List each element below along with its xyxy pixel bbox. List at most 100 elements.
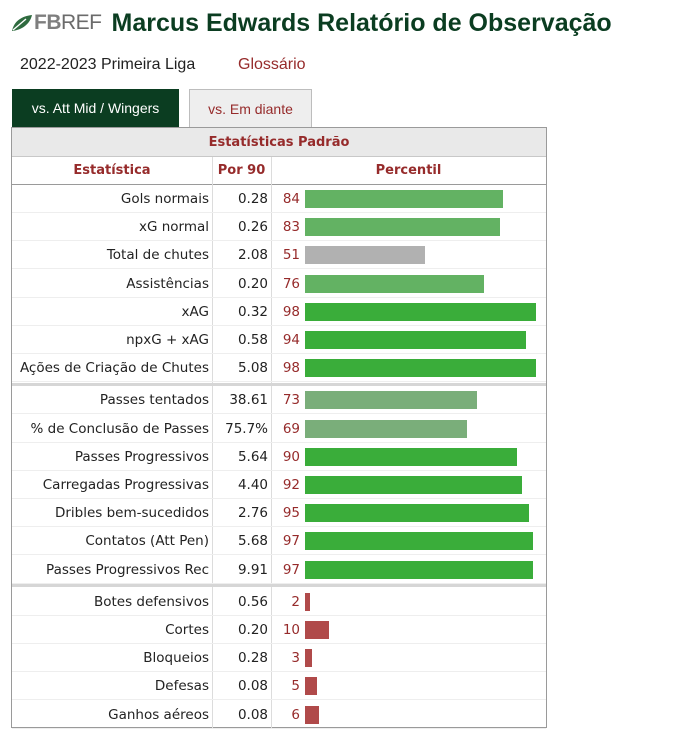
percentile-bar: [305, 532, 534, 551]
percentile-value: 73: [282, 392, 300, 409]
table-row: xG normal 0.26 83: [12, 213, 546, 242]
per90-value: 0.08: [237, 706, 268, 723]
glossary-link[interactable]: Glossário: [238, 56, 306, 73]
percentile-bar: [305, 331, 527, 349]
percentile-value: 90: [282, 448, 300, 465]
table-row: npxG + xAG 0.58 94: [12, 326, 546, 354]
table-row: Passes Progressivos 5.64 90: [12, 443, 546, 471]
percentile-value: 84: [282, 191, 300, 207]
stat-name: Carregadas Progressivas: [42, 477, 209, 493]
logo-ref: REF: [61, 11, 102, 34]
header-divider: [12, 184, 546, 185]
percentile-bar: [305, 592, 310, 611]
percentile-bar: [305, 649, 313, 668]
percentile-bar: [305, 274, 484, 293]
per90-value: 2.08: [237, 247, 268, 264]
percentile-value: 94: [282, 332, 300, 348]
stat-name: npxG + xAG: [126, 332, 209, 348]
stat-name: xG normal: [138, 219, 209, 236]
stat-name: Contatos (Att Pen): [85, 533, 209, 550]
percentile-bar: [305, 246, 426, 265]
per90-value: 0.20: [237, 275, 268, 292]
percentile-value: 6: [291, 706, 300, 723]
per90-value: 5.08: [237, 360, 268, 377]
percentile-value: 98: [282, 360, 300, 377]
table-row: Passes tentados 38.61 73: [12, 386, 546, 415]
percentile-bar: [305, 419, 468, 438]
table-row: Bloqueios 0.28 3: [12, 644, 546, 673]
stat-name: Passes tentados: [99, 392, 209, 409]
percentile-bar: [305, 359, 536, 378]
percentile-value: 83: [282, 219, 300, 236]
per90-value: 0.56: [237, 593, 268, 610]
percentile-bar: [305, 391, 477, 410]
percentile-value: 10: [282, 622, 300, 638]
per90-value: 9.91: [237, 561, 268, 578]
table-row: xAG 0.32 98: [12, 298, 546, 326]
stat-name: % de Conclusão de Passes: [30, 420, 210, 437]
percentile-value: 97: [282, 533, 300, 550]
stat-name: Dribles bem-sucedidos: [54, 505, 209, 522]
percentile-value: 2: [291, 593, 300, 610]
group-separator: [12, 584, 546, 588]
percentile-value: 76: [282, 275, 300, 292]
column-divider: [271, 157, 272, 729]
logo-text: FBREF: [34, 11, 102, 35]
page-header: FBREF Marcus Edwards Relatório de Observ…: [10, 6, 612, 40]
table-row: Ações de Criação de Chutes 5.08 98: [12, 354, 546, 383]
table-row: Carregadas Progressivas 4.40 92: [12, 471, 546, 499]
stat-name: Assistências: [126, 275, 209, 292]
percentile-bar: [305, 677, 317, 696]
per90-value: 5.64: [237, 448, 268, 465]
table-row: Passes Progressivos Rec 9.91 97: [12, 556, 546, 584]
table-row: % de Conclusão de Passes 75.7% 69: [12, 415, 546, 443]
percentile-bar: [305, 705, 320, 724]
per90-value: 4.40: [237, 477, 268, 493]
leaf-icon: [12, 15, 32, 31]
percentile-bar: [305, 447, 517, 466]
percentile-bar: [305, 476, 522, 494]
per90-value: 5.68: [237, 533, 268, 550]
per90-value: 0.58: [237, 332, 268, 348]
stat-name: Cortes: [165, 622, 209, 638]
stat-name: Defesas: [154, 678, 209, 695]
table-row: Dribles bem-sucedidos 2.76 95: [12, 499, 546, 528]
percentile-value: 95: [282, 505, 300, 522]
per90-value: 0.28: [237, 650, 268, 667]
per90-value: 0.26: [237, 219, 268, 236]
stat-name: Ações de Criação de Chutes: [19, 360, 209, 377]
tab-em-diante[interactable]: vs. Em diante: [189, 89, 312, 127]
group-separator: [12, 382, 546, 386]
tab-att-mid-wingers[interactable]: vs. Att Mid / Wingers: [12, 89, 179, 127]
stat-name: Passes Progressivos: [74, 448, 209, 465]
stat-name: xAG: [181, 303, 209, 320]
fbref-logo[interactable]: FBREF: [10, 11, 102, 35]
per90-value: 0.08: [237, 678, 268, 695]
percentile-bar: [305, 218, 501, 237]
percentile-value: 97: [282, 561, 300, 578]
column-header-percentile[interactable]: Percentil: [375, 163, 442, 178]
percentile-value: 5: [291, 678, 300, 695]
percentile-value: 3: [291, 650, 300, 667]
percentile-value: 51: [282, 247, 300, 264]
percentile-value: 98: [282, 303, 300, 320]
per90-value: 38.61: [229, 392, 268, 409]
percentile-value: 69: [282, 420, 300, 437]
column-header-per90[interactable]: Por 90: [217, 163, 266, 178]
per90-value: 0.32: [237, 303, 268, 320]
table-row: Cortes 0.20 10: [12, 616, 546, 644]
per90-value: 75.7%: [225, 420, 268, 437]
percentile-bar: [305, 621, 329, 639]
column-header-stat[interactable]: Estatística: [73, 163, 151, 178]
table-row: Total de chutes 2.08 51: [12, 241, 546, 270]
table-row: Defesas 0.08 5: [12, 672, 546, 701]
stat-name: Ganhos aéreos: [108, 706, 209, 723]
percentile-bar: [305, 302, 536, 321]
column-divider: [212, 157, 213, 729]
logo-fb: FB: [34, 11, 62, 34]
percentile-bar: [305, 504, 529, 523]
scouting-report-table: Estatísticas Padrão Estatística Por 90 P…: [11, 127, 547, 729]
table-row: Botes defensivos 0.56 2: [12, 588, 546, 616]
table-row: Contatos (Att Pen) 5.68 97: [12, 527, 546, 556]
stat-name: Botes defensivos: [93, 593, 209, 610]
